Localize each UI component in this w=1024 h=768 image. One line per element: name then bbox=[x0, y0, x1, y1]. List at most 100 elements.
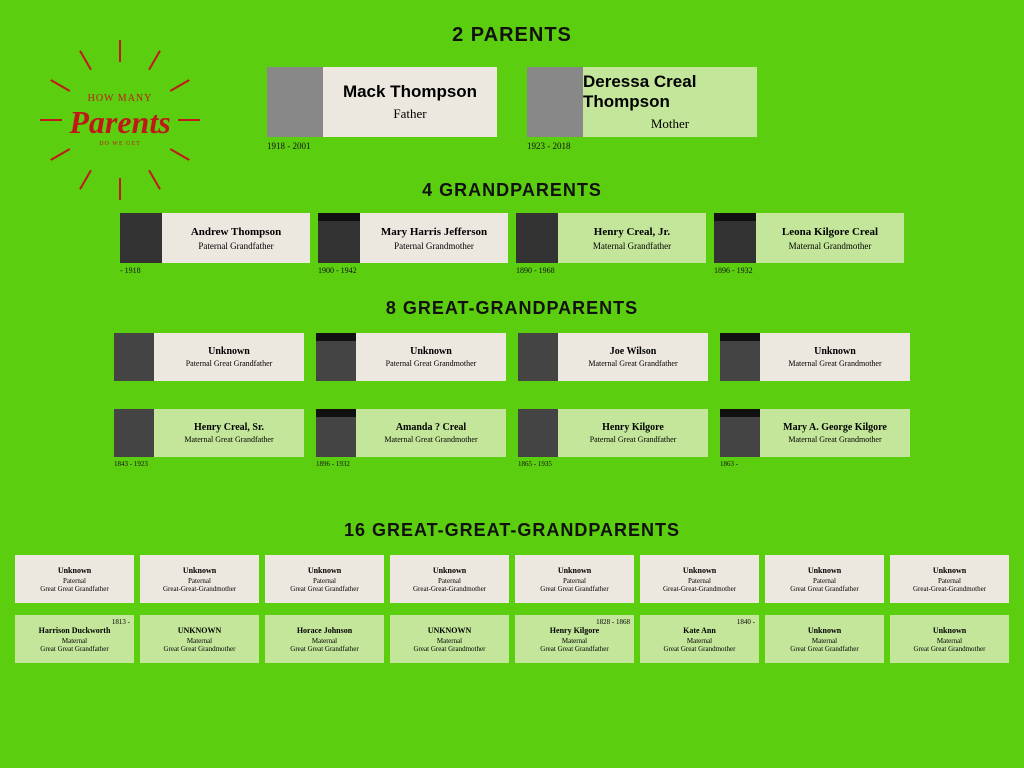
person-name: Unknown bbox=[558, 566, 591, 575]
ggg-card: Unknown PaternalGreat-Great-Grandmother bbox=[390, 555, 509, 603]
grandparent-card: 1896 - 1932Leona Kilgore CrealMaternal G… bbox=[714, 213, 904, 263]
dates: 1828 - 1868 bbox=[596, 618, 630, 626]
dates: 1865 - 1935 bbox=[518, 460, 552, 468]
person-name: Henry Kilgore bbox=[550, 626, 599, 635]
side: Paternal bbox=[438, 577, 461, 585]
photo-placeholder: 1863 - bbox=[720, 409, 760, 457]
side: Maternal bbox=[312, 637, 337, 645]
photo-placeholder: 1890 - 1968 bbox=[516, 213, 558, 263]
person-name: Unknown bbox=[933, 566, 966, 575]
photo-placeholder: 1900 - 1942 bbox=[318, 213, 360, 263]
dates: 1900 - 1942 bbox=[318, 266, 357, 275]
side: Maternal bbox=[687, 637, 712, 645]
photo-placeholder bbox=[316, 333, 356, 381]
ggg-card: Kate Ann1840 -MaternalGreat Great Grandm… bbox=[640, 615, 759, 663]
person-name: Horace Johnson bbox=[297, 626, 352, 635]
relation: Paternal Grandfather bbox=[198, 241, 273, 251]
relation: Great-Great-Grandmother bbox=[913, 585, 986, 593]
side: Paternal bbox=[63, 577, 86, 585]
section-parents: 2 PARENTS 1918 - 2001Mack ThompsonFather… bbox=[0, 24, 1024, 137]
person-name: Unknown bbox=[814, 346, 856, 357]
relation: Paternal Great Grandfather bbox=[590, 435, 677, 444]
dates: 1896 - 1932 bbox=[316, 460, 350, 468]
grandparent-card: 1900 - 1942Mary Harris JeffersonPaternal… bbox=[318, 213, 508, 263]
ggg-card: UnknownPaternalGreat-Great-Grandmother bbox=[640, 555, 759, 603]
relation: Great Great Grandfather bbox=[40, 645, 108, 653]
side: Paternal bbox=[313, 577, 336, 585]
relation: Great Great Grandfather bbox=[290, 645, 358, 653]
relation: Great Great Grandfather bbox=[790, 585, 858, 593]
photo-placeholder bbox=[114, 333, 154, 381]
relation: Paternal Grandmother bbox=[394, 241, 474, 251]
logo-line3: DO WE GET bbox=[69, 141, 170, 147]
dates: 1843 - 1923 bbox=[114, 460, 148, 468]
dates: 1923 - 2018 bbox=[527, 141, 571, 151]
relation: Great Great Grandfather bbox=[290, 585, 358, 593]
heading-ggg: 16 GREAT-GREAT-GRANDPARENTS bbox=[0, 520, 1024, 541]
person-name: Henry Creal, Jr. bbox=[594, 226, 670, 238]
person-name: Kate Ann bbox=[683, 626, 716, 635]
side: Maternal bbox=[812, 637, 837, 645]
relation: Maternal Grandmother bbox=[789, 241, 872, 251]
person-name: Deressa Creal Thompson bbox=[583, 72, 757, 112]
person-name: Unknown bbox=[183, 566, 216, 575]
photo-placeholder: - 1918 bbox=[120, 213, 162, 263]
relation: Great Great Grandmother bbox=[414, 645, 486, 653]
side: Paternal bbox=[813, 577, 836, 585]
ggg-card: UNKNOWNMaternalGreat Great Grandmother bbox=[390, 615, 509, 663]
ggg-card: Unknown PaternalGreat Great Grandfather bbox=[265, 555, 384, 603]
side: Maternal bbox=[937, 637, 962, 645]
relation: Paternal Great Grandmother bbox=[386, 359, 477, 368]
person-name: Henry Kilgore bbox=[602, 422, 664, 433]
side: Paternal bbox=[688, 577, 711, 585]
side: Maternal bbox=[62, 637, 87, 645]
ggg-card: Henry Kilgore1828 - 1868 MaternalGreat Gr… bbox=[515, 615, 634, 663]
person-name: UNKNOWN bbox=[428, 626, 472, 635]
ggg-card: Unknown PaternalGreat-Great-Grandmother bbox=[890, 555, 1009, 603]
photo-placeholder: 1896 - 1932 bbox=[316, 409, 356, 457]
side: Maternal bbox=[562, 637, 587, 645]
section-great-grandparents: 8 GREAT-GRANDPARENTS UnknownPaternal Gre… bbox=[0, 298, 1024, 457]
person-name: Joe Wilson bbox=[610, 346, 657, 357]
ggg-card: Unknown PaternalGreat Great Grandfather bbox=[515, 555, 634, 603]
person-name: Unknown bbox=[683, 566, 716, 575]
side: Paternal bbox=[563, 577, 586, 585]
dates: 1863 - bbox=[720, 460, 738, 468]
heading-grandparents: 4 GRANDPARENTS bbox=[0, 180, 1024, 201]
side: Paternal bbox=[938, 577, 961, 585]
relation: Great-Great-Grandmother bbox=[413, 585, 486, 593]
great-grandparent-card: UnknownMaternal Great Grandmother bbox=[720, 333, 910, 381]
relation: Great Great Grandmother bbox=[664, 645, 736, 653]
ggg-card: UNKNOWNMaternalGreat Great Grandmother bbox=[140, 615, 259, 663]
dates: 1896 - 1932 bbox=[714, 266, 753, 275]
side: Paternal bbox=[188, 577, 211, 585]
ggg-card: UnknownPaternalGreat-Great-Grandmother bbox=[140, 555, 259, 603]
relation: Great Great Grandfather bbox=[540, 645, 608, 653]
person-name: Henry Creal, Sr. bbox=[194, 422, 264, 433]
relation: Maternal Great Grandmother bbox=[384, 435, 477, 444]
person-name: Unknown bbox=[308, 566, 341, 575]
heading-parents: 2 PARENTS bbox=[0, 24, 1024, 47]
relation: Great Great Grandfather bbox=[540, 585, 608, 593]
person-name: Unknown bbox=[433, 566, 466, 575]
person-name: Mack Thompson bbox=[343, 82, 477, 102]
person-name: Mary A. George Kilgore bbox=[783, 422, 887, 433]
photo-placeholder: 1865 - 1935 bbox=[518, 409, 558, 457]
relation: Maternal Great Grandfather bbox=[184, 435, 273, 444]
great-grandparent-card: Joe Wilson Maternal Great Grandfather bbox=[518, 333, 708, 381]
dates: 1813 - bbox=[112, 618, 130, 626]
relation: Maternal Great Grandfather bbox=[588, 359, 677, 368]
person-name: Unknown bbox=[410, 346, 452, 357]
photo-placeholder: 1923 - 2018 bbox=[527, 67, 583, 137]
great-grandparent-card: 1865 - 1935 Henry Kilgore Paternal Great G… bbox=[518, 409, 708, 457]
person-name: Unknown bbox=[208, 346, 250, 357]
relation: Maternal Great Grandmother bbox=[788, 435, 881, 444]
great-grandparent-card: 1843 - 1923Henry Creal, Sr.Maternal Grea… bbox=[114, 409, 304, 457]
relation: Paternal Great Grandfather bbox=[186, 359, 273, 368]
great-grandparent-card: Unknown Paternal Great Grandfather bbox=[114, 333, 304, 381]
parent-card: 1918 - 2001Mack ThompsonFather bbox=[267, 67, 497, 137]
person-name: Andrew Thompson bbox=[191, 226, 281, 238]
person-name: Amanda ? Creal bbox=[396, 422, 466, 433]
person-name: Unknown bbox=[58, 566, 91, 575]
photo-placeholder: 1896 - 1932 bbox=[714, 213, 756, 263]
